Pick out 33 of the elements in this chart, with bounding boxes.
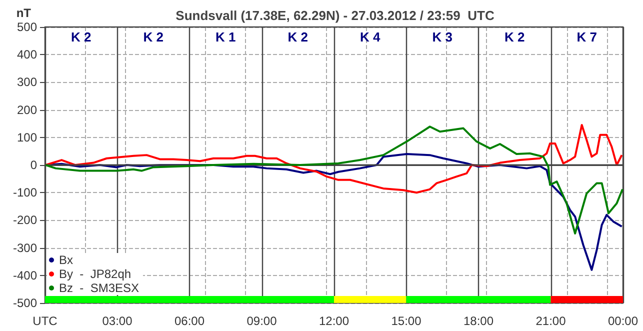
x-tick-label: 21:00 xyxy=(536,314,566,328)
y-tick-label: 300 xyxy=(16,75,38,90)
y-tick-label: -300 xyxy=(12,240,38,255)
x-tick-label: 06:00 xyxy=(174,314,205,328)
x-tick-label: 00:00 xyxy=(608,314,638,328)
legend-label: Bx xyxy=(59,253,74,267)
chart-title: Sundsvall (17.38E, 62.29N) - 27.03.2012 / 23:59 UTC xyxy=(176,8,495,23)
annotation: K 1 xyxy=(216,30,236,44)
y-tick-label: -100 xyxy=(12,186,38,200)
x-tick-label: UTC xyxy=(32,314,58,328)
x-tick-label: 03:00 xyxy=(102,314,133,328)
y-tick-label: 0 xyxy=(30,158,38,172)
y-tick-label: 100 xyxy=(16,130,38,144)
x-tick-label: 18:00 xyxy=(463,314,494,328)
annotation: K 3 xyxy=(432,30,452,44)
legend-label: Bz - SM3ESX xyxy=(59,281,140,295)
annotation: K 2 xyxy=(143,30,164,44)
annotation: K 2 xyxy=(288,30,308,44)
y-axis-title: nT xyxy=(16,6,32,20)
x-tick-label: 12:00 xyxy=(318,314,350,328)
x-tick-label: 15:00 xyxy=(391,314,422,328)
y-tick-label: -200 xyxy=(12,213,38,228)
y-tick-label: 200 xyxy=(16,102,38,117)
y-tick-label: -500 xyxy=(12,296,38,310)
y-tick-label: 400 xyxy=(16,48,38,62)
annotation: K 2 xyxy=(504,30,525,44)
annotation: K 4 xyxy=(360,30,382,44)
y-tick-label: 500 xyxy=(16,20,38,34)
x-tick-label: 09:00 xyxy=(246,314,278,328)
annotation: K 2 xyxy=(71,30,92,44)
legend-label: By - JP82qh xyxy=(59,267,132,281)
y-tick-label: -400 xyxy=(12,268,38,282)
annotation: K 7 xyxy=(576,30,597,44)
